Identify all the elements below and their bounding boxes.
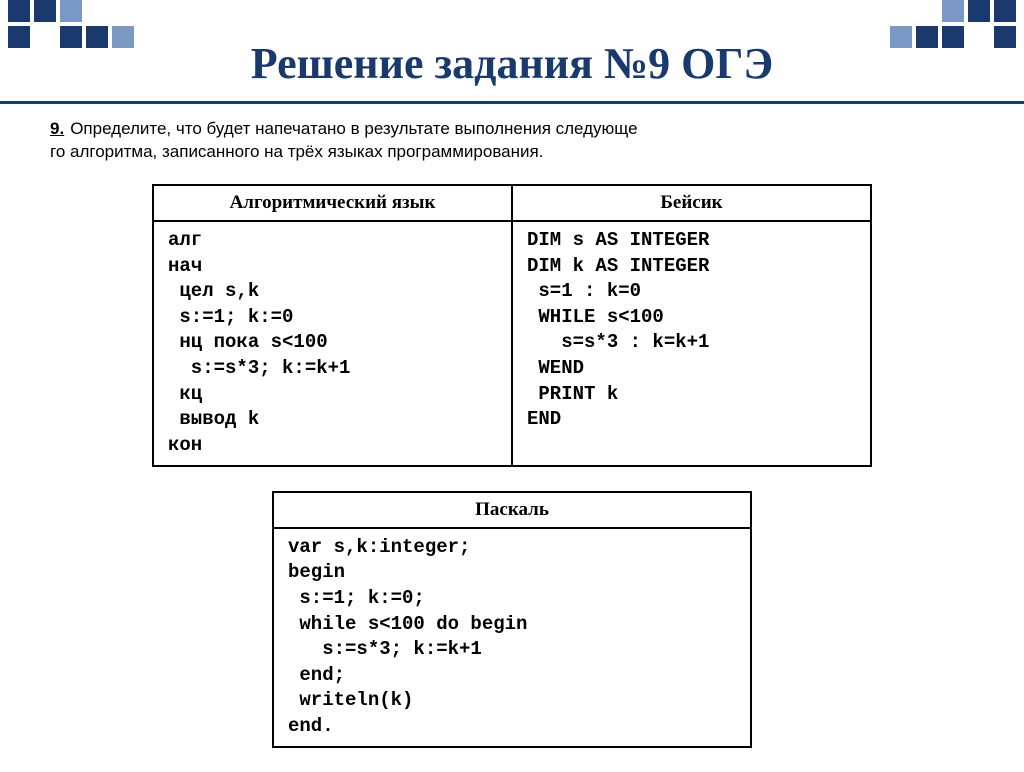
problem-number: 9.: [50, 119, 64, 138]
header-basic: Бейсик: [512, 185, 871, 221]
code-algorithmic: алг нач цел s,k s:=1; k:=0 нц пока s<100…: [168, 228, 497, 459]
problem-statement: 9. Определите, что будет напечатано в рез…: [50, 118, 974, 164]
code-basic: DIM s AS INTEGER DIM k AS INTEGER s=1 : …: [527, 228, 856, 433]
problem-line1: Определите, что будет напечатано в резул…: [70, 119, 637, 138]
slide-title: Решение задания №9 ОГЭ: [0, 38, 1024, 89]
slide-header: Решение задания №9 ОГЭ: [0, 0, 1024, 104]
header-pascal: Паскаль: [273, 492, 751, 528]
code-table-top: Алгоритмический язык Бейсик алг нач цел …: [152, 184, 872, 467]
slide-content: 9. Определите, что будет напечатано в рез…: [0, 104, 1024, 772]
code-table-bottom: Паскаль var s,k:integer; begin s:=1; k:=…: [272, 491, 752, 748]
code-pascal: var s,k:integer; begin s:=1; k:=0; while…: [288, 535, 736, 740]
problem-line2: го алгоритма, записанного на трёх языках…: [50, 142, 543, 161]
header-algorithmic: Алгоритмический язык: [153, 185, 512, 221]
